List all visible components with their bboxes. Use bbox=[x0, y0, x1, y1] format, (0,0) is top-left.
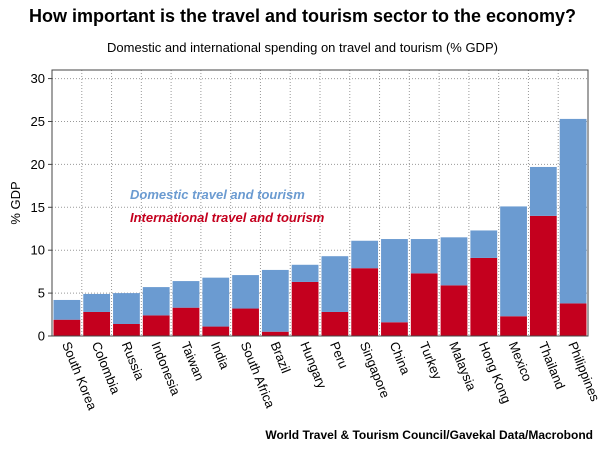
bar-domestic-turkey bbox=[410, 239, 438, 274]
y-tick-label: 5 bbox=[38, 286, 45, 301]
x-tick-label: Russia bbox=[119, 340, 148, 383]
x-tick-label: Singapore bbox=[357, 340, 393, 401]
bar-international-philippines bbox=[559, 303, 587, 336]
bar-domestic-hong-kong bbox=[470, 230, 498, 258]
bar-international-peru bbox=[321, 311, 349, 336]
bar-domestic-colombia bbox=[83, 293, 111, 312]
bar-international-hungary bbox=[291, 281, 319, 336]
y-tick-label: 10 bbox=[31, 243, 45, 258]
bar-international-south-africa bbox=[232, 308, 259, 336]
bar-international-mexico bbox=[500, 316, 527, 336]
bar-domestic-indonesia bbox=[142, 287, 170, 316]
x-tick-label: Indonesia bbox=[148, 340, 183, 399]
bar-domestic-india bbox=[202, 277, 230, 327]
x-tick-label: Hungary bbox=[297, 340, 330, 392]
bar-international-singapore bbox=[351, 268, 379, 336]
bar-international-colombia bbox=[83, 311, 111, 336]
y-tick-label: 0 bbox=[38, 329, 45, 344]
bar-domestic-singapore bbox=[351, 240, 379, 269]
bar-international-malaysia bbox=[440, 285, 468, 336]
legend: Domestic travel and tourism Internationa… bbox=[130, 187, 325, 225]
y-tick-label: 30 bbox=[31, 71, 45, 86]
x-tick-label: China bbox=[387, 340, 414, 378]
source-note: World Travel & Tourism Council/Gavekal D… bbox=[265, 428, 593, 442]
bar-international-india bbox=[202, 326, 230, 336]
bar-domestic-peru bbox=[321, 256, 349, 312]
x-tick-label: Malaysia bbox=[446, 340, 479, 394]
bar-international-turkey bbox=[410, 273, 438, 336]
legend-item-international: International travel and tourism bbox=[130, 210, 325, 225]
x-tick-label: Peru bbox=[327, 340, 351, 371]
x-tick-label: Taiwan bbox=[178, 340, 207, 383]
gridlines bbox=[52, 70, 588, 336]
bar-domestic-mexico bbox=[500, 206, 527, 317]
bar-international-thailand bbox=[529, 215, 557, 336]
x-tick-label: Turkey bbox=[416, 340, 445, 382]
bar-domestic-russia bbox=[113, 293, 140, 324]
x-tick-label: Colombia bbox=[89, 340, 124, 397]
x-tick-label: Thailand bbox=[536, 340, 569, 392]
bar-domestic-hungary bbox=[291, 264, 319, 282]
y-axis-label: % GDP bbox=[8, 181, 23, 224]
chart-title: How important is the travel and tourism … bbox=[28, 6, 577, 26]
chart-subtitle: Domestic and international spending on t… bbox=[107, 40, 498, 55]
y-tick-label: 15 bbox=[31, 200, 45, 215]
y-tick-label: 25 bbox=[31, 114, 45, 129]
bar-international-taiwan bbox=[172, 307, 200, 336]
bar-domestic-taiwan bbox=[172, 281, 200, 308]
bar-international-china bbox=[381, 322, 408, 336]
x-tick-label: Philippines bbox=[565, 340, 603, 404]
bar-domestic-south-korea bbox=[53, 299, 81, 320]
bar-international-russia bbox=[113, 323, 140, 336]
bar-domestic-malaysia bbox=[440, 237, 468, 286]
bar-international-south-korea bbox=[53, 319, 81, 336]
bar-international-brazil bbox=[261, 331, 289, 336]
x-tick-label: Brazil bbox=[268, 340, 294, 376]
bar-domestic-thailand bbox=[529, 166, 557, 216]
bar-international-indonesia bbox=[142, 315, 170, 336]
bars bbox=[53, 118, 587, 336]
y-tick-label: 20 bbox=[31, 157, 45, 172]
x-tick-label: Mexico bbox=[506, 340, 535, 384]
bar-international-hong-kong bbox=[470, 257, 498, 336]
bar-domestic-china bbox=[381, 239, 408, 323]
plot-frame bbox=[51, 69, 589, 337]
bar-domestic-south-africa bbox=[232, 275, 259, 309]
bar-domestic-brazil bbox=[261, 269, 289, 332]
x-tick-label: India bbox=[208, 340, 233, 372]
y-axis-ticks: 0 5 10 15 20 25 30 bbox=[31, 71, 52, 344]
bar-domestic-philippines bbox=[559, 118, 587, 304]
legend-item-domestic: Domestic travel and tourism bbox=[130, 187, 305, 202]
